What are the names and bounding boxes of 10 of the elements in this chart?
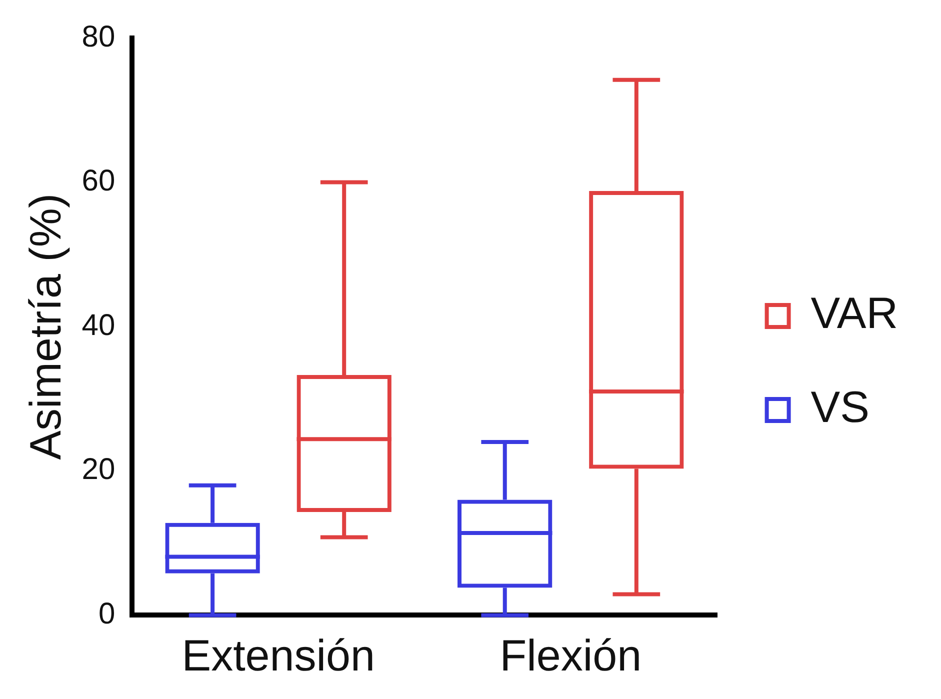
- x-tick-label: Extensión: [182, 632, 375, 681]
- y-tick-label: 80: [82, 20, 116, 54]
- y-tick-label: 40: [82, 308, 116, 342]
- y-tick-label: 60: [82, 164, 116, 198]
- x-tick-label: Flexión: [500, 632, 642, 681]
- y-axis-title: Asimetría (%): [22, 193, 71, 460]
- legend-label: VAR: [810, 289, 898, 338]
- y-tick-label: 20: [82, 453, 116, 486]
- y-tick-label: 0: [98, 597, 116, 630]
- legend-label: VS: [810, 383, 870, 432]
